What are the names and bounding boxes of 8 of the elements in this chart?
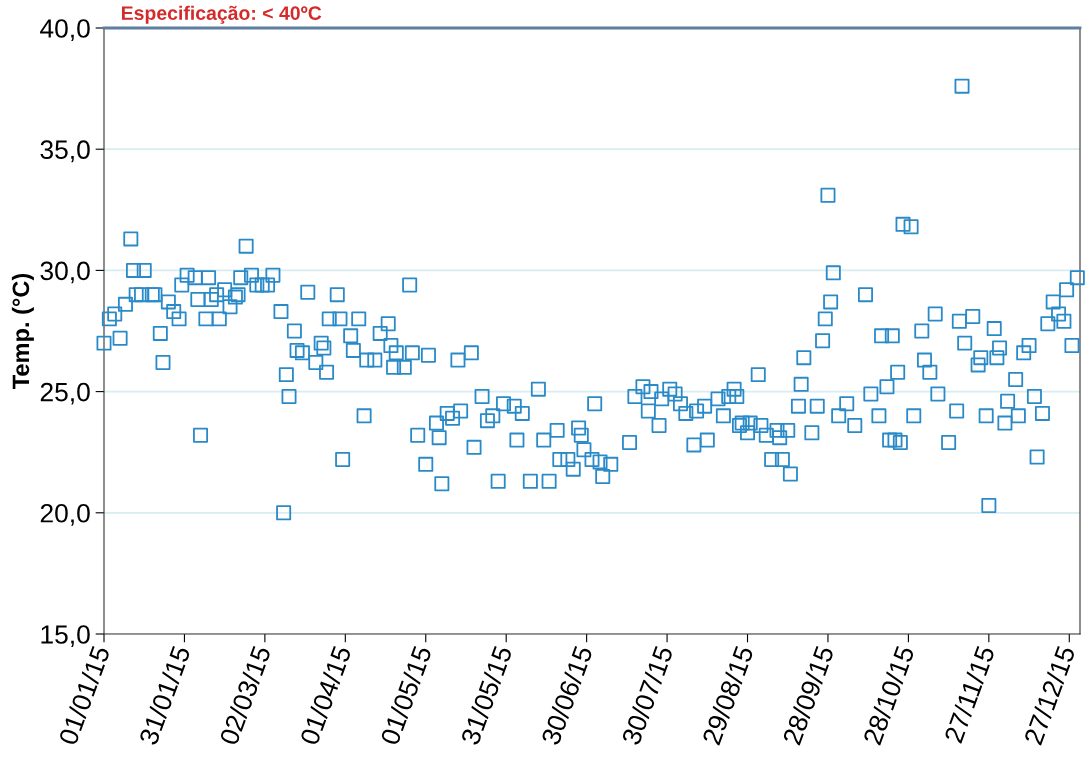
y-tick-label: 25,0 [40,382,90,405]
y-tick-label: 35,0 [40,140,90,163]
y-tick-label: 15,0 [41,625,90,647]
y-tick-label: 20,0 [40,503,90,526]
y-tick-label: 30,0 [40,261,90,284]
ref-line-label: Especificação: < 40ºC [121,5,322,24]
y-tick-label: 40,0 [40,19,90,41]
y-axis-title: Temp. (°C) [11,273,34,390]
